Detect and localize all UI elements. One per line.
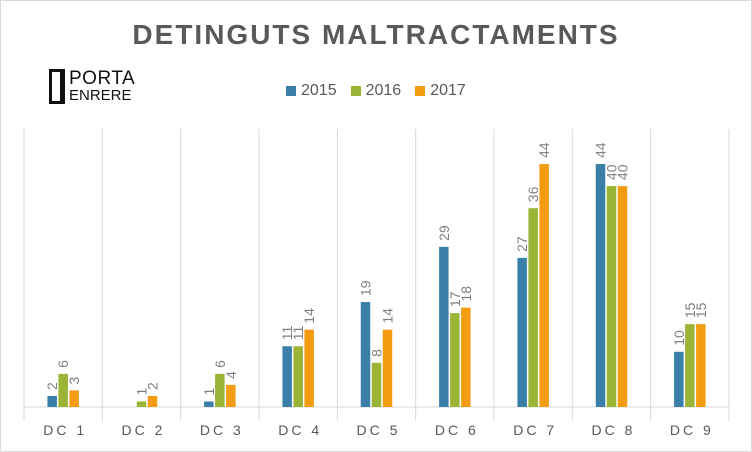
data-label-dc6-2016: 17 <box>447 291 463 307</box>
data-label-dc5-2017: 14 <box>380 308 396 324</box>
data-label-dc9-2015: 10 <box>671 330 687 346</box>
data-label-dc5-2016: 8 <box>369 349 385 357</box>
data-label-dc4-2016: 11 <box>290 326 306 341</box>
x-tick-label-dc9: DC 9 <box>670 422 714 438</box>
legend-swatch-2016 <box>350 86 361 96</box>
data-label-dc8-2017: 40 <box>615 164 631 180</box>
chart-title: DETINGUTS MALTRACTAMENTS <box>132 19 620 50</box>
data-label-dc1-2016: 6 <box>55 360 71 368</box>
x-tick-label-dc7: DC 7 <box>513 422 557 438</box>
bar-dc5-2017 <box>382 329 393 407</box>
data-label-dc3-2016: 6 <box>212 360 228 368</box>
data-label-dc8-2016: 40 <box>604 164 620 180</box>
bar-dc7-2017 <box>539 164 549 407</box>
data-label-dc3-2017: 4 <box>223 371 239 379</box>
x-tick-label-dc1: DC 1 <box>43 422 87 438</box>
legend-item-2015: 2015 <box>286 82 337 100</box>
data-label-dc3-2015: 1 <box>201 387 217 395</box>
bar-dc8-2016 <box>606 186 617 407</box>
bar-dc9-2015 <box>674 351 684 407</box>
bar-dc2-2017 <box>147 395 158 407</box>
data-label-dc8-2015: 44 <box>593 142 609 158</box>
door-icon <box>49 69 65 104</box>
legend-label-2017: 2017 <box>430 82 466 99</box>
bar-dc4-2016 <box>293 346 303 407</box>
legend-swatch-2017 <box>415 86 426 96</box>
x-tick-label-dc2: DC 2 <box>122 422 166 438</box>
data-label-dc7-2016: 36 <box>525 186 541 202</box>
data-label-dc6-2017: 18 <box>458 286 474 302</box>
bar-dc3-2016 <box>215 373 225 407</box>
legend-item-2017: 2017 <box>415 82 466 100</box>
x-tick-label-dc3: DC 3 <box>200 422 244 438</box>
x-tick-label-dc5: DC 5 <box>357 422 401 438</box>
bar-dc7-2015 <box>517 257 527 407</box>
legend-label-2016: 2016 <box>365 82 402 99</box>
logo-line-1: PORTA <box>69 68 136 89</box>
bar-dc4-2017 <box>304 329 314 407</box>
bar-dc8-2015 <box>595 164 606 407</box>
data-label-dc7-2017: 44 <box>536 142 552 158</box>
data-label-dc5-2015: 19 <box>358 280 374 296</box>
x-tick-label-dc8: DC 8 <box>592 422 636 438</box>
data-label-dc9-2017: 15 <box>693 302 709 318</box>
legend-swatch-2015 <box>286 86 296 96</box>
legend-item-2016: 2016 <box>350 82 402 100</box>
bar-dc6-2015 <box>439 246 449 407</box>
bar-dc2-2016 <box>136 401 147 407</box>
bar-dc6-2016 <box>450 313 460 407</box>
bar-dc9-2017 <box>696 324 706 407</box>
bar-dc5-2015 <box>360 302 371 407</box>
data-label-dc2-2017: 2 <box>145 382 161 390</box>
porta-enrere-logo: PORTA ENRERE <box>49 68 149 105</box>
bar-dc7-2016 <box>528 208 538 407</box>
data-label-dc7-2015: 27 <box>514 236 530 252</box>
chart-legend: 2015 2016 2017 <box>286 81 466 101</box>
logo-line-2: ENRERE <box>69 87 132 104</box>
bar-dc3-2015 <box>204 401 214 407</box>
bar-dc6-2017 <box>461 307 471 407</box>
data-label-dc6-2015: 29 <box>436 225 452 241</box>
x-tick-label-dc4: DC 4 <box>278 422 322 438</box>
data-label-dc1-2017: 3 <box>66 376 82 384</box>
bar-dc1-2016 <box>58 373 68 407</box>
bar-dc4-2015 <box>282 346 292 407</box>
bar-dc5-2016 <box>371 362 382 407</box>
data-label-dc4-2017: 14 <box>301 308 317 324</box>
data-label-dc2-2016: 1 <box>134 387 150 395</box>
bar-dc9-2016 <box>685 324 695 407</box>
data-label-dc4-2015: 11 <box>279 326 295 341</box>
bar-dc1-2017 <box>69 390 79 407</box>
legend-label-2015: 2015 <box>301 82 337 99</box>
bar-dc1-2015 <box>47 395 57 407</box>
data-label-dc9-2016: 15 <box>682 302 698 318</box>
bar-dc3-2017 <box>226 384 236 407</box>
bar-dc8-2017 <box>617 186 628 407</box>
data-label-dc1-2015: 2 <box>44 382 60 390</box>
x-tick-label-dc6: DC 6 <box>435 422 479 438</box>
